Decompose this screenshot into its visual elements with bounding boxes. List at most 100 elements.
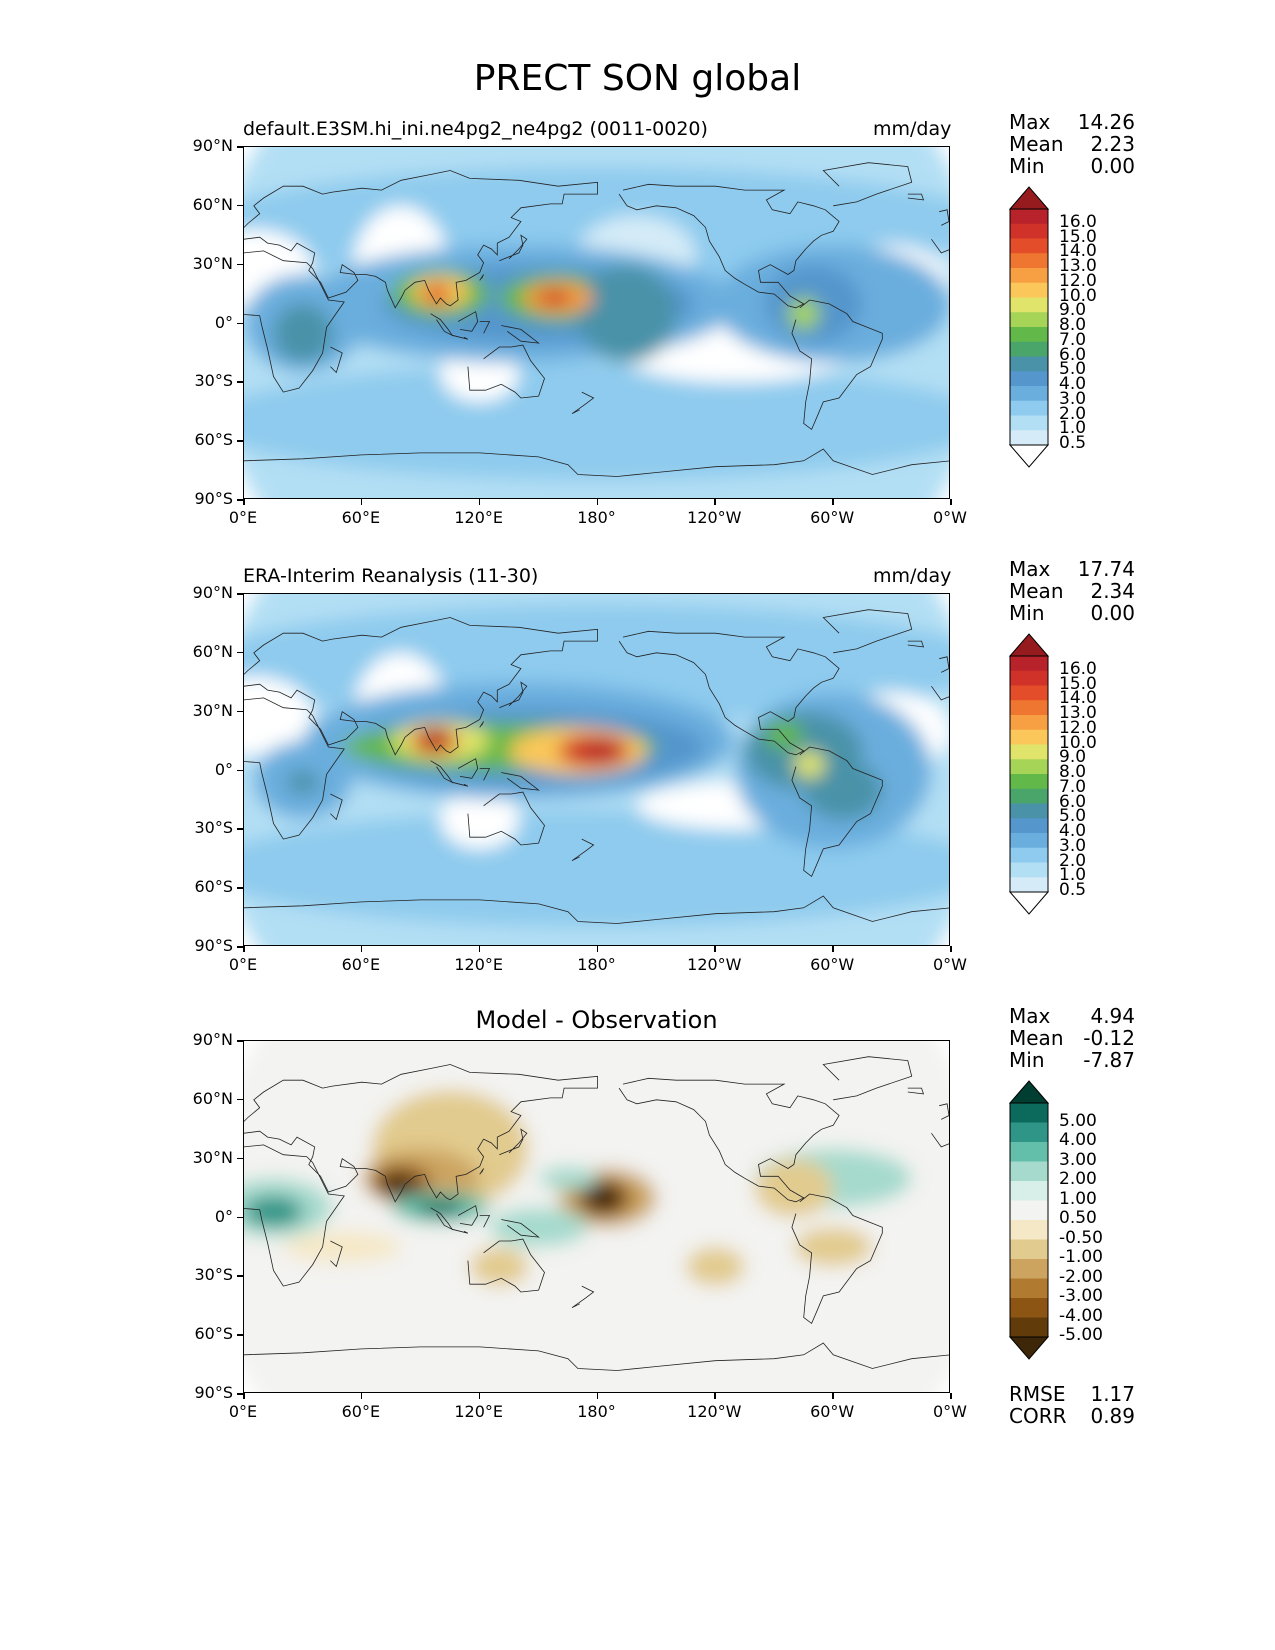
lon-tick-label: 0°E [228,508,258,527]
stat-value: 0.00 [1090,601,1135,625]
colorbar-tick-label: 15.0 [1059,673,1097,694]
contour-region [244,809,949,928]
colorbar-bin [1010,788,1048,804]
stat-value: 2.23 [1090,132,1135,156]
lat-tick-mark [237,1098,243,1101]
map-canvas [244,1041,949,1392]
stat-row: Mean -0.12 [1009,1027,1135,1049]
stat-name: Min [1009,601,1045,625]
lon-tick-mark [950,1393,952,1399]
contour-region [581,741,622,761]
colorbar-tick-label: 12.0 [1059,270,1097,291]
coastline-segment [330,1240,343,1268]
colorbar-tick-label: -4.00 [1059,1305,1103,1326]
coastline-segment [939,656,949,673]
lon-tick-label: 60°E [341,1402,381,1421]
stat-row: Max 17.74 [1009,558,1135,580]
coastline-segment [452,334,469,340]
lat-tick-label: 90°N [192,1030,233,1049]
lat-tick-mark [237,769,243,771]
stat-name: Mean [1009,579,1064,603]
lat-tick-mark [237,1334,243,1336]
lon-tick-label: 120°W [687,508,742,527]
lon-tick-label: 0°W [933,508,967,527]
colorbar-bin [1010,1239,1048,1260]
lat-tick-mark [237,1393,243,1395]
colorbar-bin [1010,400,1048,416]
colorbar-tick-label: 12.0 [1059,717,1097,738]
stat-row: Max 4.94 [1009,1005,1135,1027]
colorbar-bin [1010,877,1048,893]
lon-tick-mark [243,1393,245,1399]
stat-name: Min [1009,1048,1045,1072]
contour-region [536,290,572,306]
colorbar-bin [1010,1122,1048,1143]
colorbar-tick-label: -2.00 [1059,1266,1103,1287]
lon-tick-mark [478,1393,481,1399]
lon-tick-mark [596,946,598,952]
colorbar-tick-label: 9.0 [1059,747,1087,768]
coastline-segment [452,1228,469,1234]
colorbar-bin [1010,1298,1048,1318]
colorbar-tick-label: 6.0 [1059,344,1087,365]
colorbar-bin [1010,1142,1048,1162]
lon-tick-mark [596,499,598,505]
contour-region [422,731,447,747]
coastline-segment [931,238,949,254]
coastlines [244,609,949,924]
coastline-segment [452,781,469,787]
colorbar-tick-label: 2.0 [1059,850,1087,871]
colorbar-tick-label: 2.00 [1059,1169,1097,1189]
contour-field [244,147,949,498]
metric-value: 0.89 [1090,1404,1135,1428]
lat-tick-mark [237,651,243,654]
contour-region [585,1184,622,1212]
coastline-segment [479,768,491,781]
colorbar-bin [1010,715,1048,731]
lon-tick-label: 60°W [810,508,855,527]
lat-tick-label: 90°N [192,583,233,602]
colorbar-extend-min [1009,891,1049,915]
lat-tick-label: 60°S [194,430,233,450]
stat-value: 17.74 [1077,557,1135,581]
coastline-segment [907,1087,925,1095]
stat-name: Max [1009,557,1051,581]
coastline-segment [457,1205,479,1226]
lat-tick-label: 60°S [194,877,233,897]
lon-tick-mark [950,946,952,952]
lon-tick-mark [478,499,481,505]
coastline-segment [244,1064,598,1203]
coastline-segment [330,346,343,374]
lon-tick-mark [714,499,716,505]
map-canvas [244,594,949,945]
stat-row: Mean 2.34 [1009,580,1135,602]
colorbar-extend-max [1009,633,1049,657]
colorbar-bin [1010,656,1048,672]
coastline-segment [244,250,345,393]
colorbar-frame [1009,208,1049,446]
stat-value: 2.34 [1090,579,1135,603]
contour-region [764,721,804,749]
panel-units: mm/day [873,565,952,587]
lat-tick-mark [237,1216,243,1218]
contour-field [244,594,949,945]
colorbar [1009,186,1049,468]
coastline-segment [430,1207,454,1231]
lon-tick-mark [832,499,834,505]
colorbar-tick-label: 0.5 [1059,433,1087,453]
colorbar-tick-label: 5.00 [1059,1110,1097,1131]
colorbar-bin [1010,729,1048,745]
colorbar-bin [1010,685,1048,701]
lat-tick-mark [237,263,243,266]
colorbar-tick-label: 14.0 [1059,241,1097,262]
lat-tick-label: 90°S [194,1383,233,1402]
lon-tick-label: 0°E [228,1402,258,1421]
colorbar [1009,1080,1049,1360]
coastline-segment [939,1103,949,1120]
lat-tick-label: 90°N [192,136,233,155]
stat-value: 0.00 [1090,154,1135,178]
colorbar-tick-label: 7.0 [1059,776,1087,797]
colorbar-bin [1010,700,1048,716]
coastline-segment [330,793,343,821]
coastline-segment [907,193,925,201]
